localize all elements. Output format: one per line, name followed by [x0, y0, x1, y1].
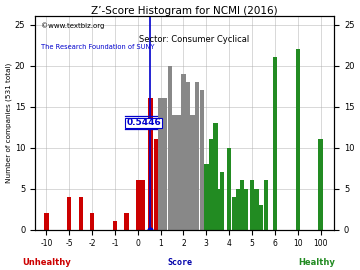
- Text: ©www.textbiz.org: ©www.textbiz.org: [41, 23, 104, 29]
- Bar: [264, 180, 268, 230]
- Bar: [259, 205, 263, 230]
- Bar: [140, 180, 145, 230]
- Bar: [124, 213, 129, 230]
- Title: Z’-Score Histogram for NCMI (2016): Z’-Score Histogram for NCMI (2016): [91, 6, 278, 16]
- Bar: [213, 123, 218, 230]
- Text: Score: Score: [167, 258, 193, 267]
- Bar: [318, 139, 323, 230]
- Bar: [217, 188, 221, 230]
- Bar: [255, 188, 259, 230]
- Bar: [199, 90, 204, 230]
- Bar: [154, 139, 158, 230]
- Bar: [44, 213, 49, 230]
- Bar: [236, 188, 240, 230]
- Bar: [190, 115, 195, 230]
- Bar: [220, 172, 225, 229]
- Bar: [148, 98, 153, 230]
- Bar: [163, 98, 167, 230]
- Bar: [250, 180, 254, 230]
- Text: The Research Foundation of SUNY: The Research Foundation of SUNY: [41, 44, 154, 50]
- Bar: [168, 66, 172, 230]
- Text: Healthy: Healthy: [298, 258, 335, 267]
- Bar: [239, 180, 244, 230]
- Bar: [90, 213, 94, 230]
- Bar: [231, 197, 236, 230]
- Bar: [172, 115, 176, 230]
- Bar: [177, 115, 181, 230]
- Bar: [296, 49, 300, 230]
- Bar: [136, 180, 140, 230]
- Bar: [273, 57, 277, 230]
- Bar: [204, 164, 208, 230]
- Bar: [244, 188, 248, 230]
- Bar: [67, 197, 72, 230]
- Y-axis label: Number of companies (531 total): Number of companies (531 total): [5, 63, 12, 183]
- Bar: [181, 74, 186, 230]
- Text: 0.5446: 0.5446: [126, 119, 161, 127]
- Bar: [158, 98, 163, 230]
- Bar: [195, 82, 199, 229]
- Bar: [227, 147, 231, 230]
- Bar: [78, 197, 83, 230]
- Text: Sector: Consumer Cyclical: Sector: Consumer Cyclical: [139, 35, 249, 44]
- Text: Unhealthy: Unhealthy: [22, 258, 71, 267]
- Bar: [113, 221, 117, 229]
- Bar: [209, 139, 213, 230]
- Bar: [186, 82, 190, 229]
